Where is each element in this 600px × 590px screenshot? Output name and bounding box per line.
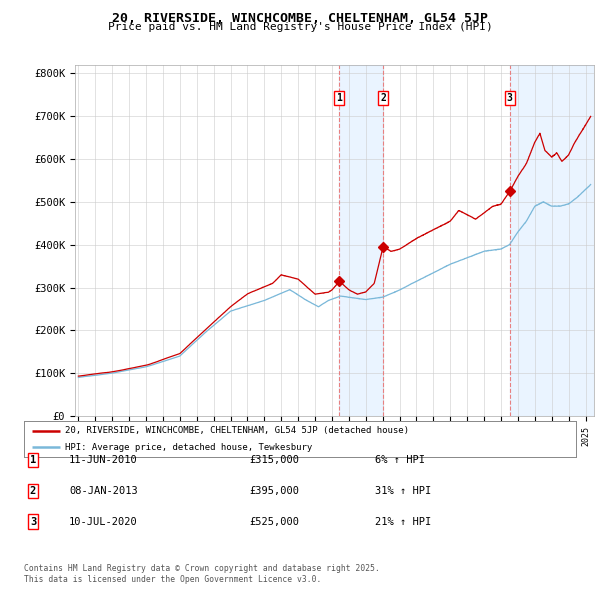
Text: 2: 2: [380, 93, 386, 103]
Text: 08-JAN-2013: 08-JAN-2013: [69, 486, 138, 496]
Text: 2: 2: [30, 486, 36, 496]
Bar: [510, 65, 594, 416]
Text: 1: 1: [30, 455, 36, 465]
Text: 21% ↑ HPI: 21% ↑ HPI: [375, 517, 431, 526]
Text: £525,000: £525,000: [249, 517, 299, 526]
Text: This data is licensed under the Open Government Licence v3.0.: This data is licensed under the Open Gov…: [24, 575, 322, 584]
Text: 20, RIVERSIDE, WINCHCOMBE, CHELTENHAM, GL54 5JP: 20, RIVERSIDE, WINCHCOMBE, CHELTENHAM, G…: [112, 12, 488, 25]
Text: 20, RIVERSIDE, WINCHCOMBE, CHELTENHAM, GL54 5JP (detached house): 20, RIVERSIDE, WINCHCOMBE, CHELTENHAM, G…: [65, 427, 409, 435]
Text: £315,000: £315,000: [249, 455, 299, 465]
Bar: [340, 65, 383, 416]
Text: 3: 3: [507, 93, 513, 103]
Text: 31% ↑ HPI: 31% ↑ HPI: [375, 486, 431, 496]
Text: 3: 3: [30, 517, 36, 526]
Text: HPI: Average price, detached house, Tewkesbury: HPI: Average price, detached house, Tewk…: [65, 442, 313, 451]
Text: Contains HM Land Registry data © Crown copyright and database right 2025.: Contains HM Land Registry data © Crown c…: [24, 565, 380, 573]
Text: 11-JUN-2010: 11-JUN-2010: [69, 455, 138, 465]
Text: 6% ↑ HPI: 6% ↑ HPI: [375, 455, 425, 465]
Text: 1: 1: [337, 93, 343, 103]
Text: Price paid vs. HM Land Registry's House Price Index (HPI): Price paid vs. HM Land Registry's House …: [107, 22, 493, 32]
Text: £395,000: £395,000: [249, 486, 299, 496]
Text: 10-JUL-2020: 10-JUL-2020: [69, 517, 138, 526]
